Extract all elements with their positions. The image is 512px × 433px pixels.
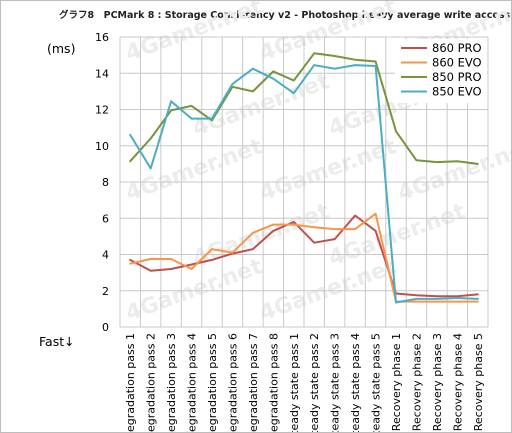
y-tick-label: 14	[95, 67, 109, 80]
chart-title: グラフ8 PCMark 8 : Storage Consistency v2 -…	[59, 9, 511, 21]
x-tick-label: Steady state pass 5	[370, 333, 383, 432]
x-tick-label: Recovery phase 2	[410, 333, 423, 431]
x-tick-label: Degradation pass 1	[124, 333, 137, 432]
x-tick-label: Recovery phase 1	[390, 333, 403, 431]
x-tick-label: Degradation pass 6	[226, 333, 239, 432]
x-tick-label: Degradation pass 3	[165, 333, 178, 432]
y-tick-label: 8	[102, 176, 109, 189]
x-tick-label: Recovery phase 4	[451, 333, 464, 431]
y-tick-label: 4	[102, 249, 109, 262]
y-tick-label: 16	[95, 31, 109, 44]
series-line-850-pro	[129, 52, 479, 165]
legend-label: 860 EVO	[432, 56, 482, 70]
x-tick-label: Steady state pass 4	[349, 333, 362, 432]
x-tick-label: Degradation pass 2	[145, 333, 158, 432]
x-axis-ticks: Degradation pass 1 Degradation pass 2 Degr…	[124, 333, 485, 432]
legend-label: 850 PRO	[432, 70, 482, 84]
y-tick-label: 0	[102, 321, 109, 334]
x-tick-label: Steady state pass 3	[329, 333, 342, 432]
x-tick-label: Steady state pass 1	[288, 333, 301, 432]
legend-label: 860 PRO	[432, 41, 482, 55]
series-lines	[129, 52, 479, 304]
fast-note: Fast↓	[39, 334, 75, 349]
y-tick-label: 10	[95, 140, 109, 153]
y-axis-label: (ms)	[47, 41, 75, 56]
series-line-860-pro	[129, 214, 479, 298]
x-tick-label: Degradation pass 4	[186, 333, 199, 432]
x-tick-label: Degradation pass 8	[267, 333, 280, 432]
x-tick-label: Recovery phase 5	[472, 333, 485, 431]
legend-label: 850 EVO	[432, 85, 482, 99]
y-tick-label: 2	[102, 285, 109, 298]
series-line-860-evo	[129, 212, 479, 303]
y-axis-ticks: 0 2 4 6 8 10 12 14 16	[95, 31, 109, 334]
y-tick-label: 12	[95, 104, 109, 117]
x-tick-label: Recovery phase 3	[431, 333, 444, 431]
x-tick-label: Degradation pass 5	[206, 333, 219, 432]
series-line-850-evo	[129, 64, 479, 304]
y-tick-label: 6	[102, 212, 109, 225]
x-tick-label: Degradation pass 7	[247, 333, 260, 432]
x-tick-label: Steady state pass 2	[308, 333, 321, 432]
